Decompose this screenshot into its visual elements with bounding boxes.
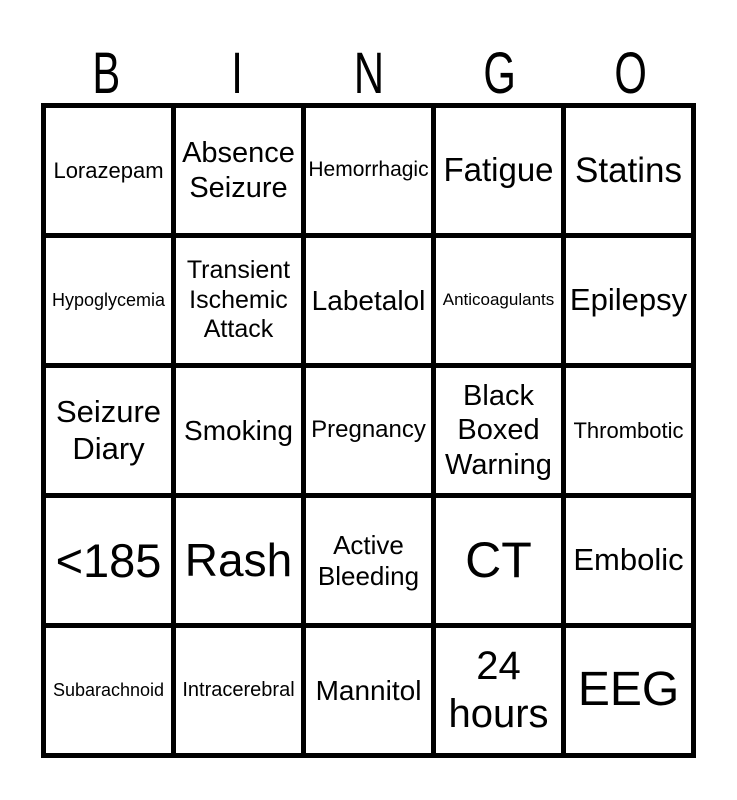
bingo-cell[interactable]: Transient Ischemic Attack	[176, 238, 301, 363]
bingo-card: B I N G O Lorazepam Absence Seizure Hemo…	[41, 0, 696, 758]
bingo-cell[interactable]: Active Bleeding	[306, 498, 431, 623]
bingo-cell[interactable]: 24 hours	[436, 628, 561, 753]
bingo-cell[interactable]: Epilepsy	[566, 238, 691, 363]
bingo-cell[interactable]: <185	[46, 498, 171, 623]
bingo-cell[interactable]: Thrombotic	[566, 368, 691, 493]
bingo-cell[interactable]: EEG	[566, 628, 691, 753]
bingo-cell[interactable]: Lorazepam	[46, 108, 171, 233]
bingo-cell[interactable]: CT	[436, 498, 561, 623]
bingo-cell[interactable]: Statins	[566, 108, 691, 233]
bingo-cell[interactable]: Fatigue	[436, 108, 561, 233]
bingo-cell[interactable]: Subarachnoid	[46, 628, 171, 753]
title-column-i: I	[172, 45, 303, 103]
bingo-cell[interactable]: Mannitol	[306, 628, 431, 753]
bingo-cell[interactable]: Rash	[176, 498, 301, 623]
bingo-cell[interactable]: Absence Seizure	[176, 108, 301, 233]
bingo-cell[interactable]: Labetalol	[306, 238, 431, 363]
title-column-g: G	[434, 45, 565, 103]
title-column-n: N	[303, 45, 434, 103]
title-letter-o: O	[614, 41, 647, 106]
bingo-cell[interactable]: Hypoglycemia	[46, 238, 171, 363]
bingo-cell[interactable]: Seizure Diary	[46, 368, 171, 493]
title-column-b: B	[41, 45, 172, 103]
bingo-cell[interactable]: Pregnancy	[306, 368, 431, 493]
title-letter-i: I	[231, 41, 244, 106]
bingo-title: B I N G O	[41, 0, 696, 103]
bingo-board: Lorazepam Absence Seizure Hemorrhagic Fa…	[41, 103, 696, 758]
bingo-cell[interactable]: Embolic	[566, 498, 691, 623]
title-letter-g: G	[483, 41, 516, 106]
bingo-cell[interactable]: Anticoagulants	[436, 238, 561, 363]
title-letter-n: N	[353, 41, 384, 106]
title-column-o: O	[565, 45, 696, 103]
bingo-cell[interactable]: Black Boxed Warning	[436, 368, 561, 493]
bingo-cell[interactable]: Intracerebral	[176, 628, 301, 753]
bingo-cell[interactable]: Hemorrhagic	[306, 108, 431, 233]
title-letter-b: B	[92, 41, 121, 106]
bingo-cell[interactable]: Smoking	[176, 368, 301, 493]
